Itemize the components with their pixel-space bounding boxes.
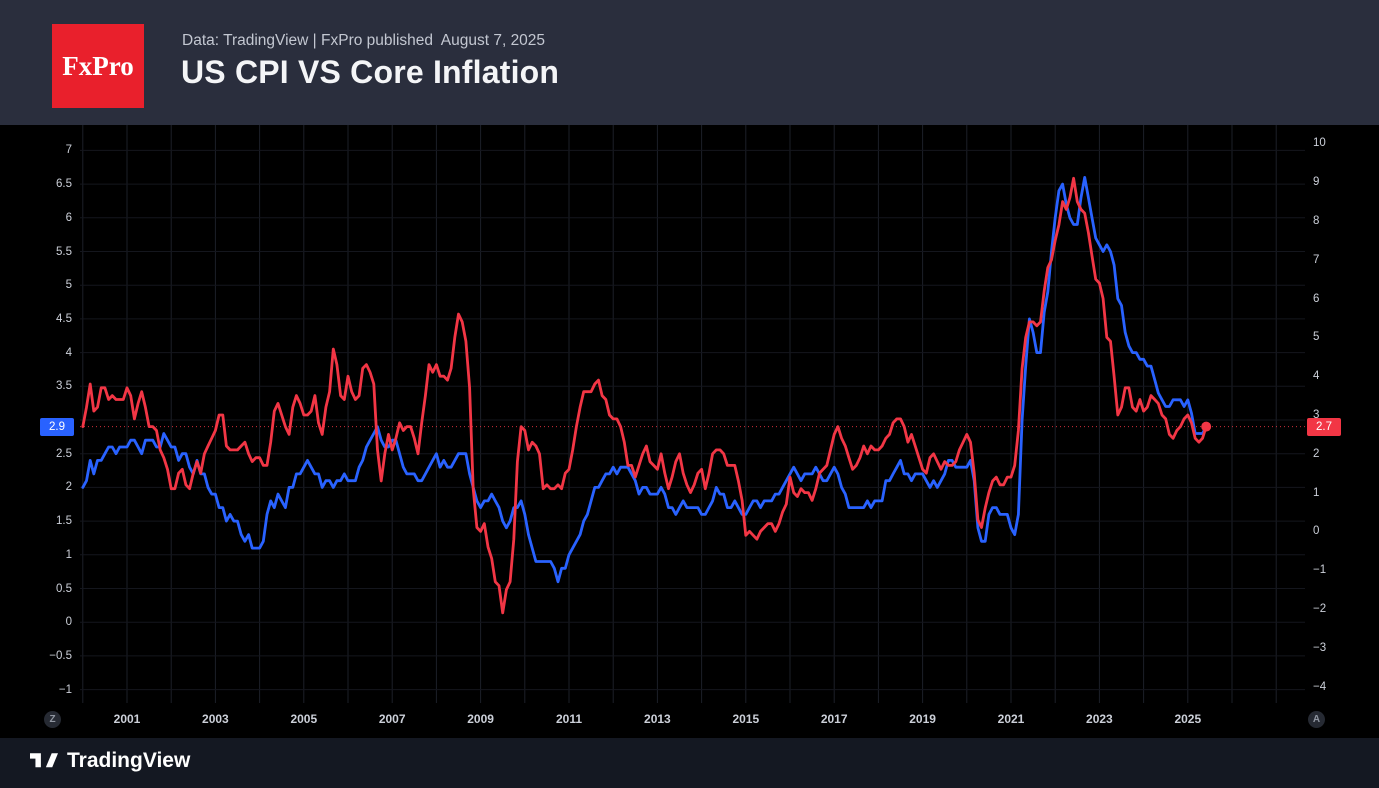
right-axis-tick-label: −4 bbox=[1313, 680, 1327, 693]
left-axis-tick-label: −1 bbox=[58, 683, 72, 696]
time-axis-year-label: 2017 bbox=[820, 712, 848, 726]
left-axis-tick-label: −0.5 bbox=[49, 649, 72, 662]
time-axis-year-label: 2003 bbox=[202, 712, 229, 726]
time-axis-year-label: 2021 bbox=[997, 712, 1025, 726]
left-axis-tick-label: 0.5 bbox=[56, 582, 72, 595]
time-axis-year-label: 2005 bbox=[290, 712, 318, 726]
right-axis-tick-label: 6 bbox=[1313, 292, 1320, 305]
time-axis-labels: 2001 2003 2005 2007 2009 2011 2013 2015 2017 2019… bbox=[0, 703, 1379, 738]
left-axis-tick-label: 6 bbox=[65, 211, 72, 224]
left-axis-tick-label: 4.5 bbox=[56, 312, 72, 325]
left-axis-tick-label: 4 bbox=[65, 346, 72, 359]
right-axis-tick-label: 5 bbox=[1313, 331, 1320, 344]
left-axis-tick-label: 2.5 bbox=[56, 447, 72, 460]
left-axis-tick-label: 7 bbox=[65, 144, 72, 157]
time-axis-year-label: 2001 bbox=[113, 712, 141, 726]
right-axis-tick-label: 7 bbox=[1313, 253, 1320, 266]
right-scale-badge[interactable]: A bbox=[1308, 711, 1325, 728]
time-axis-year-label: 2023 bbox=[1086, 712, 1113, 726]
time-scale[interactable]: 2001 2003 2005 2007 2009 2011 2013 2015 2017 2019… bbox=[0, 703, 1379, 738]
right-axis-tick-label: 2 bbox=[1313, 447, 1320, 460]
left-axis-tick-label: 1.5 bbox=[56, 515, 72, 528]
right-axis-tick-label: 9 bbox=[1313, 176, 1320, 189]
time-axis-year-label: 2015 bbox=[732, 712, 760, 726]
time-axis-year-label: 2007 bbox=[378, 712, 406, 726]
right-axis-tick-label: 4 bbox=[1313, 370, 1320, 383]
left-axis-tick-label: 3.5 bbox=[56, 380, 72, 393]
right-axis-tick-label: 8 bbox=[1313, 215, 1320, 227]
source-line: Data: TradingView | FxPro published Augu… bbox=[182, 32, 546, 49]
tradingview-wordmark: TradingView bbox=[67, 749, 191, 772]
right-axis-tick-label: 10 bbox=[1313, 137, 1326, 150]
time-axis-year-label: 2011 bbox=[555, 712, 583, 726]
cpi-last-price-label: 2.7 bbox=[1307, 417, 1341, 436]
chart-svg[interactable] bbox=[0, 125, 1379, 703]
chart-plot-area[interactable]: 7 6.5 6 5.5 5 4.5 4 3.5 2.5 2 1.5 1 0.5 0 −0.5 −1 10 9 8 7… bbox=[0, 125, 1379, 703]
price-scale-right[interactable]: 10 9 8 7 6 5 4 3 2 1 0 −1 −2 −3 −4 bbox=[0, 125, 1379, 703]
left-axis-tick-label: 1 bbox=[65, 548, 72, 561]
cpi-last-point-marker bbox=[1201, 421, 1212, 432]
core-last-price-label: 2.9 bbox=[40, 417, 74, 436]
right-axis-tick-label: −3 bbox=[1313, 641, 1327, 654]
fxpro-logo: FxPro bbox=[52, 24, 144, 108]
page-title: US CPI VS Core Inflation bbox=[181, 54, 560, 90]
left-axis-tick-label: 5 bbox=[65, 279, 72, 292]
right-axis-tick-label: −1 bbox=[1313, 564, 1327, 577]
time-axis-year-label: 2019 bbox=[909, 712, 936, 726]
left-axis-tick-label: 2 bbox=[65, 481, 72, 494]
fxpro-logo-text: FxPro bbox=[62, 50, 134, 81]
left-axis-tick-label: 0 bbox=[65, 616, 72, 629]
left-axis-tick-label: 5.5 bbox=[56, 245, 72, 258]
price-scale-left[interactable]: 7 6.5 6 5.5 5 4.5 4 3.5 2.5 2 1.5 1 0.5 0 −0.5 −1 bbox=[0, 125, 1379, 703]
left-axis-tick-label: 6.5 bbox=[56, 178, 72, 191]
header: FxPro Data: TradingView | FxPro publishe… bbox=[0, 0, 1379, 125]
right-axis-tick-label: 1 bbox=[1313, 486, 1320, 499]
right-axis-tick-label: −2 bbox=[1313, 603, 1327, 615]
core-inflation-line bbox=[81, 176, 1208, 584]
cpi-line bbox=[81, 176, 1208, 615]
time-axis-year-label: 2009 bbox=[467, 712, 494, 726]
time-axis-year-label: 2013 bbox=[644, 712, 671, 726]
tradingview-glyph-icon bbox=[30, 753, 58, 768]
time-axis-year-label: 2025 bbox=[1174, 712, 1202, 726]
left-scale-badge[interactable]: Z bbox=[44, 711, 61, 728]
right-axis-tick-label: 3 bbox=[1313, 409, 1320, 421]
right-axis-tick-label: 0 bbox=[1313, 525, 1320, 538]
footer-bar: TradingView bbox=[0, 738, 1379, 788]
tradingview-logo[interactable]: TradingView bbox=[30, 749, 190, 773]
